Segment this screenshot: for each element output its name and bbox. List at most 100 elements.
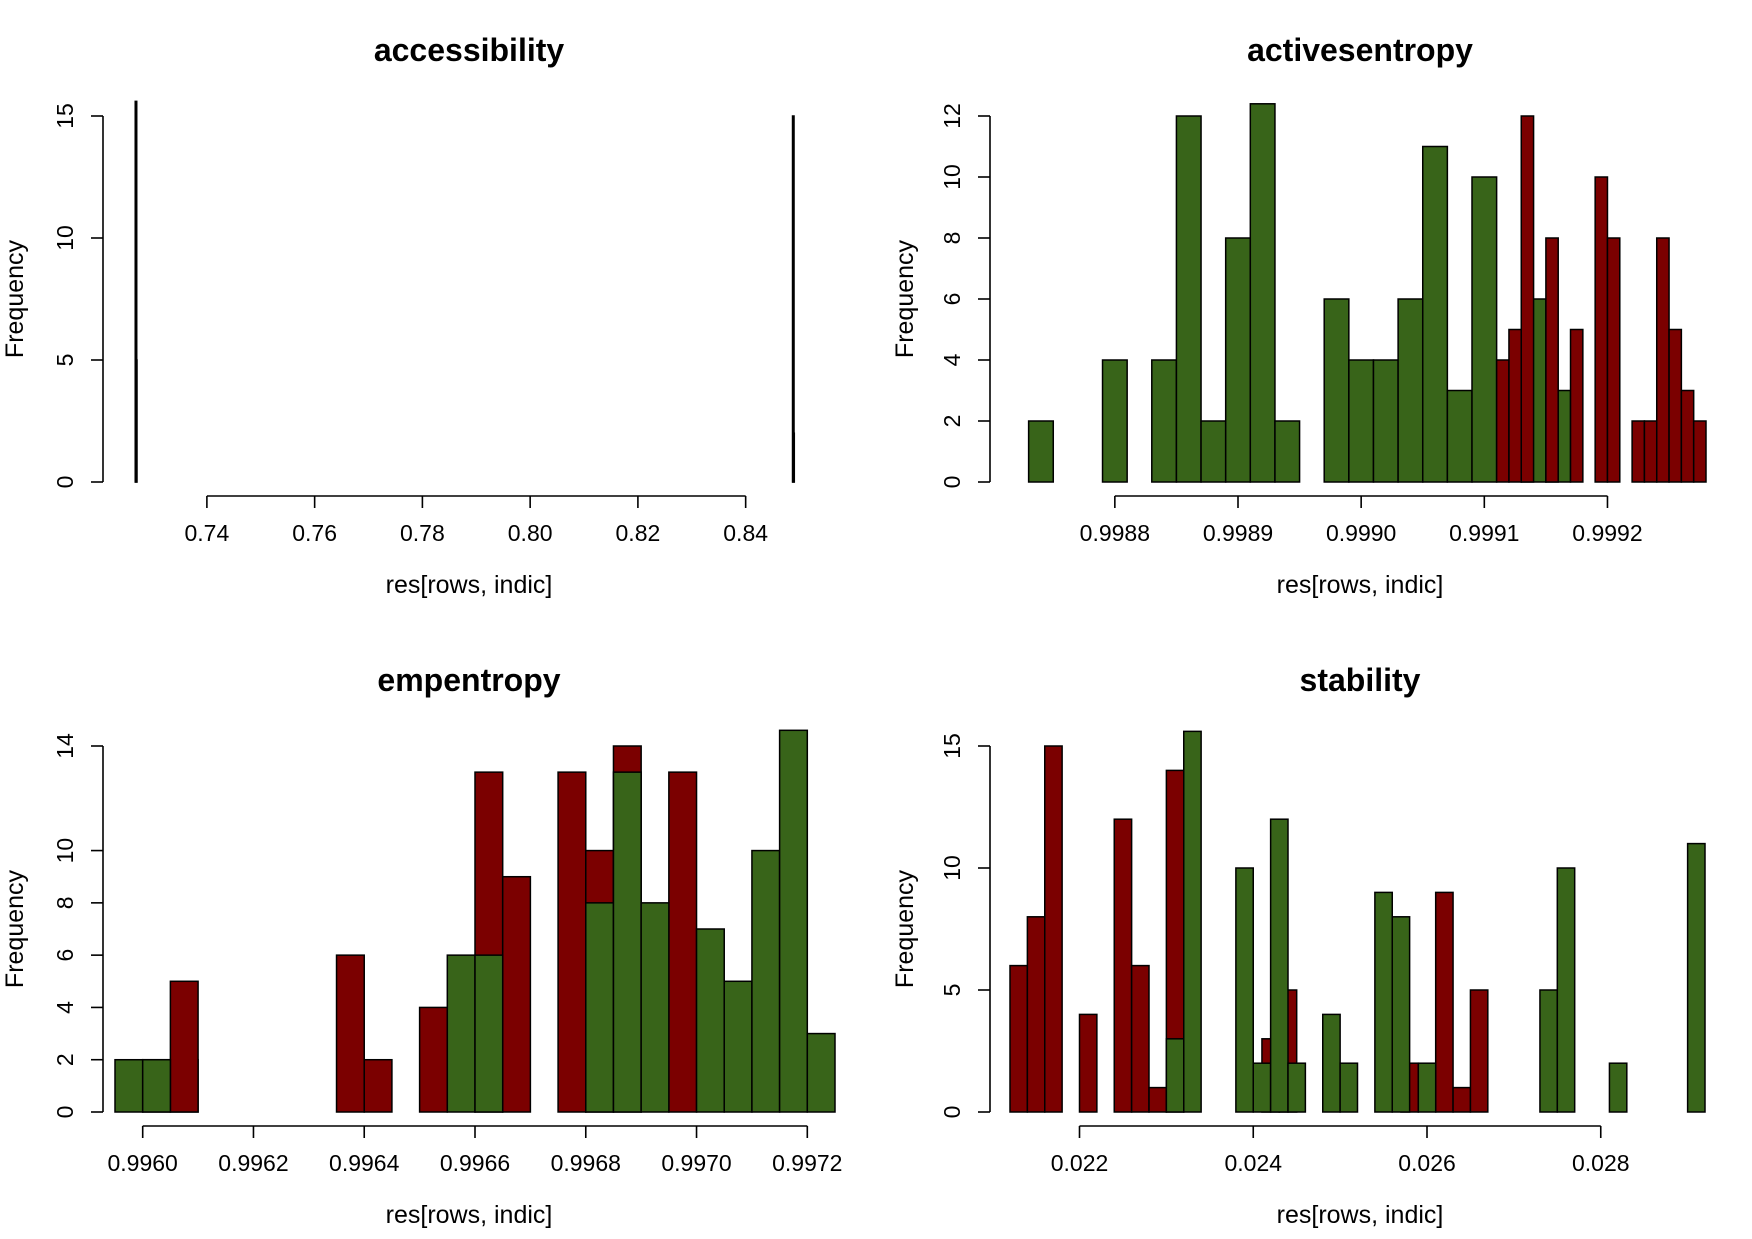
x-tick-label: 0.9991 — [1449, 520, 1519, 546]
chart-title: activesentropy — [1247, 32, 1473, 68]
x-tick-label: 0.9964 — [329, 1150, 400, 1176]
histogram-bar-red — [335, 954, 365, 1113]
histogram-bar-green — [723, 980, 753, 1113]
y-axis-label: Frequency — [891, 869, 919, 988]
histogram-bar-green — [1471, 176, 1498, 483]
histogram-bar-green — [1249, 103, 1276, 483]
x-tick-label: 0.9992 — [1572, 520, 1642, 546]
histogram-bar-red — [1078, 1013, 1098, 1113]
histogram-bar-red — [363, 1058, 393, 1113]
histogram-bar-red — [1508, 328, 1523, 483]
histogram-bar-red — [1655, 237, 1670, 483]
histogram-bar-red — [1434, 891, 1454, 1113]
histogram-panel-empentropy: empentropy 0 2 4 6 8 10 14 0.9960 0.9962 0.9964 0.9… — [1, 662, 842, 1229]
histogram-bar-red — [1631, 420, 1646, 483]
y-tick-label: 4 — [52, 1001, 78, 1014]
histogram-bar-red — [1148, 1086, 1168, 1113]
y-tick-label: 2 — [939, 415, 965, 428]
histogram-bar-green — [1374, 891, 1393, 1113]
histogram-bar-green — [114, 1058, 144, 1113]
histogram-bar-green — [1372, 359, 1399, 483]
x-tick-label: 0.028 — [1572, 1150, 1630, 1176]
histogram-bar-green — [1348, 359, 1375, 483]
histogram-bar-red — [1009, 964, 1029, 1113]
histogram-bar-red — [1545, 237, 1559, 483]
x-tick-label: 0.9989 — [1203, 520, 1273, 546]
y-axis-label: Frequency — [1, 239, 29, 358]
histogram-bar-green — [474, 954, 504, 1113]
y-tick-label: 0 — [939, 476, 965, 489]
x-tick-label: 0.024 — [1224, 1150, 1282, 1176]
histogram-bar-green — [695, 928, 725, 1113]
histogram-bar-green — [1224, 237, 1252, 483]
x-tick-label: 0.9972 — [772, 1150, 842, 1176]
histogram-bar-green — [1287, 1062, 1307, 1113]
y-tick-label: 10 — [52, 225, 78, 251]
histogram-bar-green — [1322, 1013, 1341, 1113]
x-tick-label: 0.9988 — [1080, 520, 1150, 546]
histogram-bar-red — [1668, 328, 1683, 483]
histogram-bar-green — [1417, 1062, 1437, 1113]
histogram-bar-red — [1113, 818, 1133, 1113]
histogram-bar-green — [1183, 730, 1202, 1113]
y-tick-label: 12 — [939, 103, 965, 129]
x-axis-label: res[rows, indic] — [386, 571, 553, 599]
histogram-bar-green — [1252, 1062, 1272, 1113]
x-tick-label: 0.80 — [508, 520, 553, 546]
y-tick-label: 0 — [939, 1106, 965, 1119]
histogram-bar-green — [1539, 989, 1559, 1113]
histogram-bar-green — [1339, 1062, 1359, 1113]
histogram-panel-stability: stability 0 5 10 15 0.022 0.024 0.026 0.028 res[r… — [891, 662, 1706, 1229]
histogram-bar-red — [134, 359, 138, 483]
histogram-bar-green — [640, 902, 670, 1113]
histogram-bar-red — [1569, 328, 1584, 483]
y-tick-label: 6 — [52, 949, 78, 962]
y-tick-label: 15 — [52, 103, 78, 129]
y-tick-label: 6 — [939, 293, 965, 306]
histogram-bar-green — [751, 849, 781, 1113]
y-tick-label: 2 — [52, 1053, 78, 1066]
histogram-bar-green — [1165, 1038, 1185, 1113]
y-tick-label: 4 — [939, 353, 965, 366]
histogram-bar-green — [1421, 145, 1449, 483]
histogram-bar-green — [1556, 867, 1576, 1113]
histogram-bar-green — [1323, 298, 1350, 483]
y-tick-label: 10 — [939, 855, 965, 881]
histogram-bar-green — [1027, 420, 1055, 483]
histogram-bar-green — [1446, 389, 1473, 483]
histogram-bar-green — [1269, 818, 1289, 1113]
histogram-bar-green — [1101, 359, 1128, 483]
x-tick-label: 0.9960 — [108, 1150, 178, 1176]
histogram-bar-red — [1643, 420, 1658, 483]
histogram-bar-green — [585, 902, 615, 1113]
x-tick-label: 0.022 — [1051, 1150, 1109, 1176]
histogram-bar-green — [1151, 359, 1178, 483]
histogram-bar-red — [1680, 389, 1695, 483]
y-tick-label: 8 — [939, 232, 965, 245]
x-tick-label: 0.9966 — [440, 1150, 510, 1176]
x-tick-label: 0.78 — [400, 520, 445, 546]
chart-title: empentropy — [377, 662, 560, 698]
histogram-bar-red — [1692, 420, 1707, 483]
x-axis-label: res[rows, indic] — [1277, 1201, 1444, 1229]
histogram-bar-red — [1130, 964, 1150, 1113]
histogram-bar-red — [1606, 237, 1621, 483]
histogram-bar-green — [1235, 867, 1254, 1113]
histogram-bar-red — [668, 771, 698, 1113]
histogram-bar-green — [1200, 420, 1227, 483]
chart-title: stability — [1300, 662, 1421, 698]
x-axis-label: res[rows, indic] — [386, 1201, 553, 1229]
x-tick-label: 0.76 — [292, 520, 337, 546]
histogram-bar-red — [792, 432, 796, 483]
x-tick-label: 0.84 — [723, 520, 768, 546]
x-tick-label: 0.9970 — [661, 1150, 731, 1176]
histogram-bar-green — [1175, 115, 1202, 483]
x-tick-label: 0.74 — [185, 520, 230, 546]
y-tick-label: 5 — [52, 354, 78, 367]
histogram-bar-green — [141, 1058, 172, 1113]
histogram-bar-green — [1391, 916, 1411, 1113]
y-axis-label: Frequency — [1, 869, 29, 988]
histogram-bar-green — [806, 1032, 836, 1113]
y-tick-label: 10 — [939, 164, 965, 190]
